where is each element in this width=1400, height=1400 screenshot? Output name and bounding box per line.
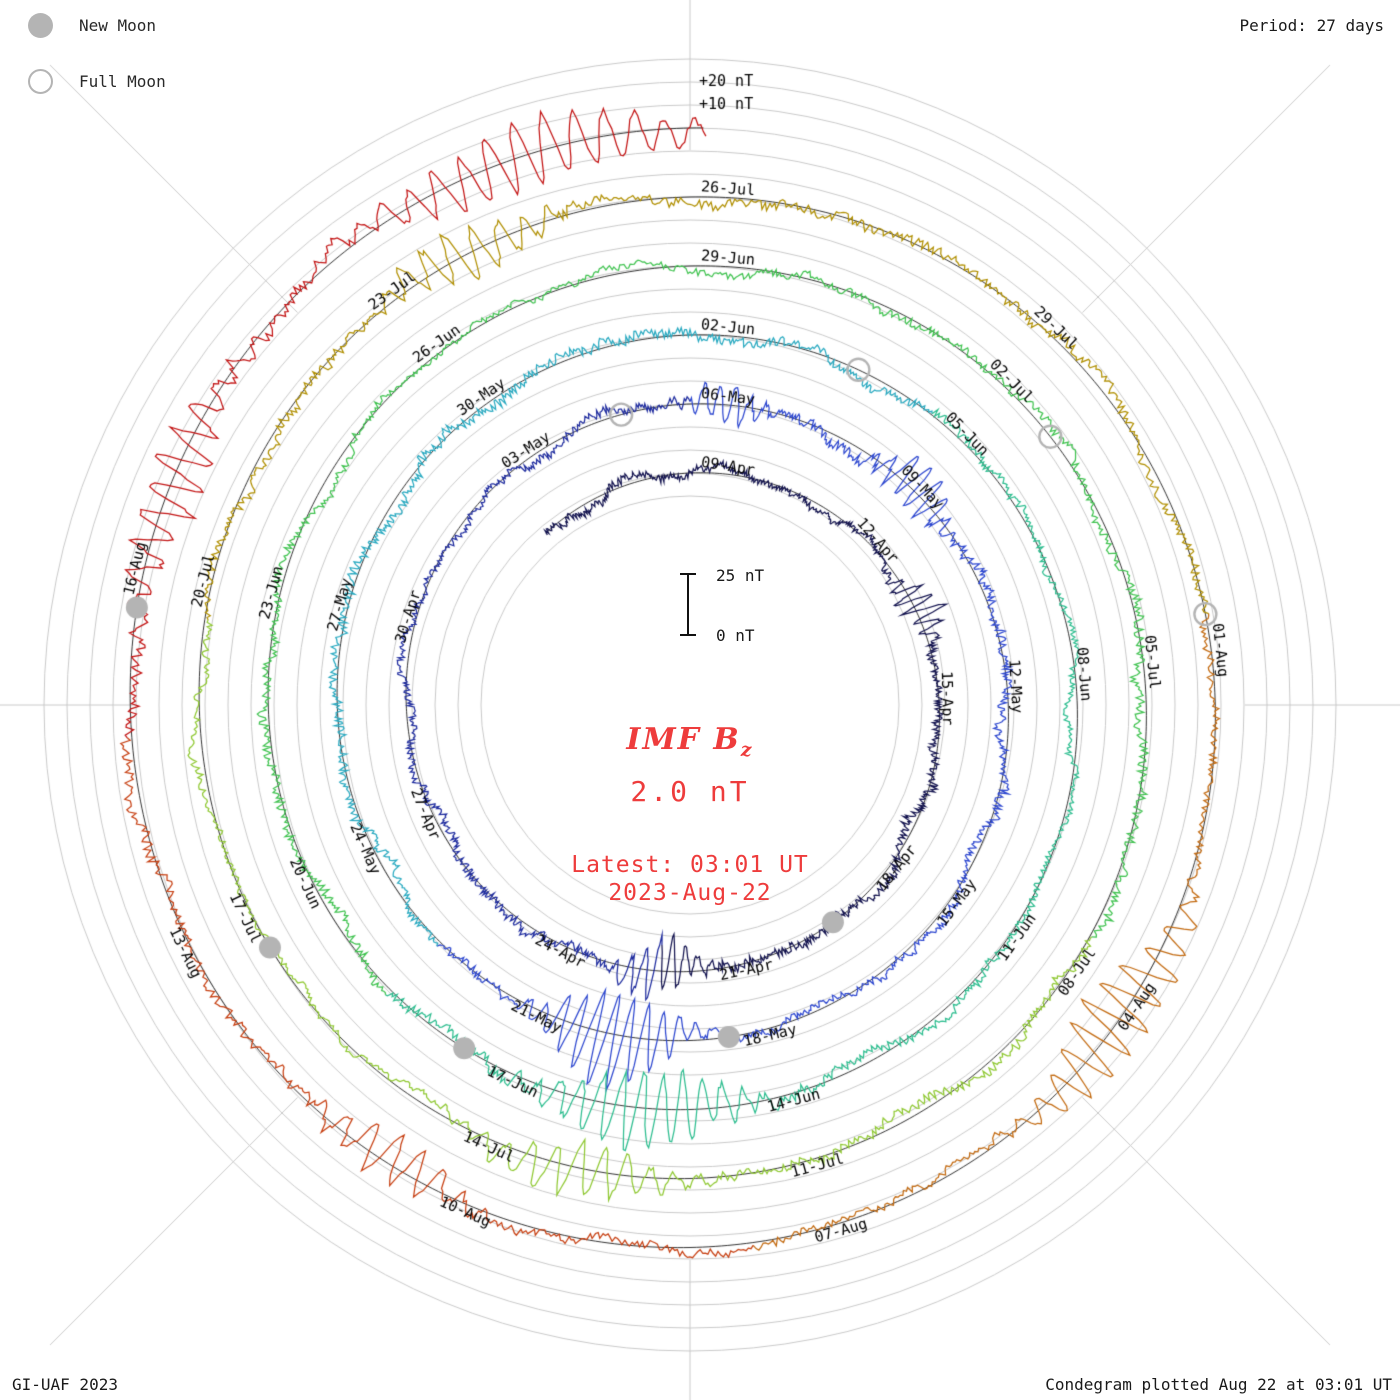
full-moon-label: Full Moon [79, 71, 166, 91]
scale-bar-top-cap [680, 573, 696, 575]
legend-full-moon-row: Full Moon [28, 64, 166, 98]
legend-new-moon-row: New Moon [28, 8, 166, 42]
latest-date-label: 2023-Aug-22 [608, 880, 772, 906]
plotted-timestamp-label: Condegram plotted Aug 22 at 03:01 UT [1045, 1375, 1392, 1394]
quantity-title: IMF Bz [626, 722, 754, 761]
credit-label: GI-UAF 2023 [12, 1375, 118, 1394]
current-value: 2.0 nT [630, 775, 750, 808]
moon-legend: New Moon Full Moon [28, 8, 166, 120]
scale-bar-top-label: 25 nT [716, 566, 765, 585]
latest-time-label: Latest: 03:01 UT [571, 852, 809, 878]
new-moon-icon [28, 12, 53, 38]
full-moon-icon [28, 68, 53, 94]
scale-bar [687, 574, 689, 636]
period-label: Period: 27 days [1239, 16, 1385, 35]
center-text-block: IMF Bz 2.0 nT Latest: 03:01 UT 2023-Aug-… [440, 722, 940, 906]
scale-bar-bottom-label: 0 nT [716, 626, 755, 645]
new-moon-label: New Moon [79, 15, 157, 35]
scale-bar-bottom-cap [680, 634, 696, 636]
